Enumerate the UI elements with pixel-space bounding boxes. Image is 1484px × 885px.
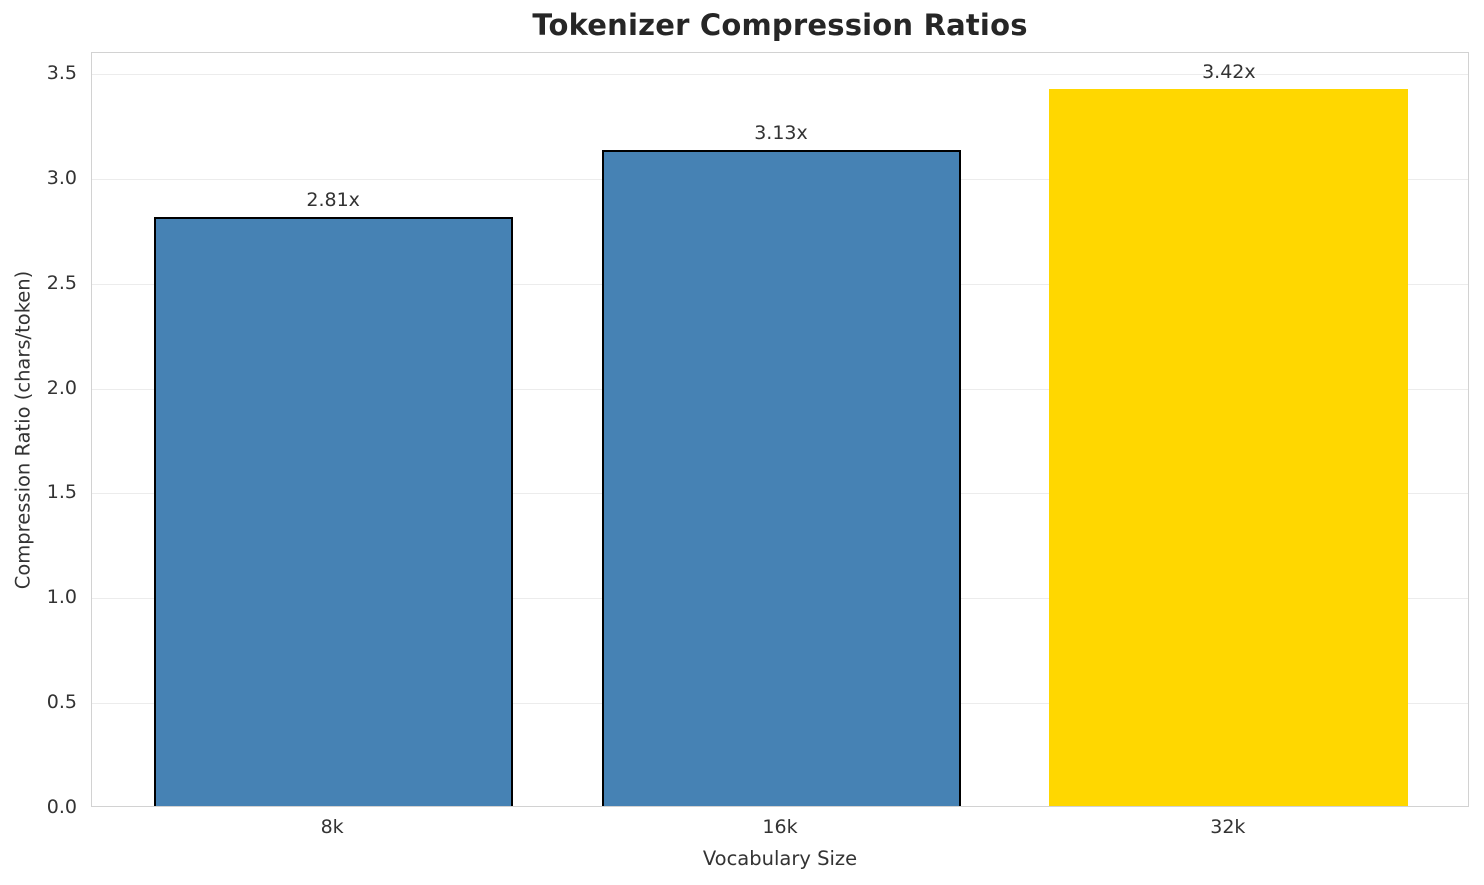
y-tick-1.0: 1.0 (46, 586, 77, 609)
gridline-y-3.5 (92, 73, 1468, 75)
bar-32k (1049, 88, 1409, 806)
bar-value-label-32k: 3.42x (1202, 60, 1256, 83)
bar-value-label-16k: 3.13x (754, 121, 808, 144)
y-tick-2.0: 2.0 (46, 376, 77, 399)
bar-8k (153, 216, 513, 806)
bar-16k (601, 149, 961, 806)
y-tick-0.5: 0.5 (46, 691, 77, 714)
y-tick-1.5: 1.5 (46, 481, 77, 504)
x-tick-8k: 8k (320, 816, 344, 838)
y-tick-3.0: 3.0 (46, 166, 77, 189)
bar-value-label-8k: 2.81x (306, 188, 360, 211)
y-tick-2.5: 2.5 (46, 271, 77, 294)
x-axis-label: Vocabulary Size (702, 847, 858, 870)
y-tick-3.5: 3.5 (46, 61, 77, 84)
y-tick-0.0: 0.0 (46, 796, 77, 818)
chart-title: Tokenizer Compression Ratios (532, 8, 1028, 42)
x-tick-32k: 32k (1210, 816, 1246, 838)
plot-area: 2.81x 3.13x 3.42x (91, 52, 1469, 807)
y-axis-label: Compression Ratio (chars/token) (11, 270, 35, 590)
x-tick-16k: 16k (762, 816, 798, 838)
